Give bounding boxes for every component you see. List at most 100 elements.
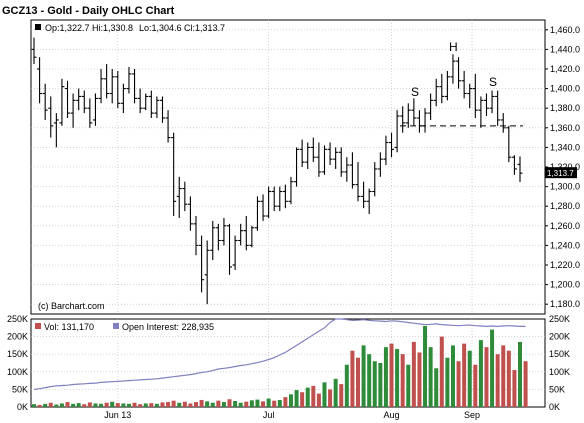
ohlc-bar bbox=[81, 90, 87, 114]
volume-bar bbox=[233, 401, 238, 407]
ohlc-bar bbox=[444, 70, 450, 101]
ohlc-bar bbox=[405, 103, 411, 128]
volume-bar bbox=[400, 354, 405, 407]
ohlc-bar bbox=[344, 157, 350, 182]
volume-tick-label: 150K bbox=[549, 349, 570, 359]
volume-bar bbox=[428, 347, 433, 407]
ohlc-bar bbox=[489, 90, 495, 114]
volume-tick-label: 50K bbox=[12, 384, 28, 394]
price-tick-label: 1,200.0 bbox=[550, 280, 580, 290]
ohlc-bar bbox=[171, 132, 177, 216]
price-tick-label: 1,340.0 bbox=[550, 142, 580, 152]
ohlc-bar bbox=[104, 64, 110, 99]
price-tick-label: 1,240.0 bbox=[550, 240, 580, 250]
copyright-label: (c) Barchart.com bbox=[38, 301, 105, 311]
volume-bar bbox=[356, 357, 360, 407]
volume-bar bbox=[177, 402, 182, 407]
price-tick-label: 1,360.0 bbox=[550, 123, 580, 133]
volume-bar bbox=[87, 402, 92, 407]
volume-bar bbox=[132, 402, 137, 407]
ohlc-bar bbox=[472, 73, 478, 118]
volume-bar bbox=[266, 398, 271, 407]
volume-bar bbox=[450, 345, 455, 407]
volume-bar bbox=[210, 402, 215, 407]
ohlc-bar bbox=[389, 132, 395, 158]
volume-bar bbox=[154, 403, 159, 407]
volume-tick-label: 200K bbox=[549, 332, 570, 342]
last-price-label: 1,313.7 bbox=[547, 169, 574, 178]
volume-bar bbox=[93, 403, 98, 407]
ohlc-bar bbox=[310, 137, 316, 163]
volume-bar bbox=[110, 401, 115, 407]
price-tick-label: 1,260.0 bbox=[550, 221, 580, 231]
ohlc-bar bbox=[366, 188, 372, 215]
price-tick-label: 1,460.0 bbox=[550, 25, 580, 35]
legend-open-interest: Open Interest: 228,935 bbox=[122, 322, 214, 332]
volume-bar bbox=[383, 347, 388, 407]
open-interest-line bbox=[33, 318, 526, 390]
volume-tick-label: 100K bbox=[549, 367, 570, 377]
ohlc-bar bbox=[132, 69, 138, 104]
ohlc-bar bbox=[193, 216, 199, 256]
volume-bar bbox=[221, 402, 226, 407]
volume-bar bbox=[283, 397, 288, 407]
volume-bar bbox=[322, 382, 327, 407]
volume-bar bbox=[473, 364, 478, 407]
volume-tick-label: 250K bbox=[549, 314, 570, 324]
ohlc-bar bbox=[282, 184, 288, 209]
price-tick-label: 1,440.0 bbox=[550, 44, 580, 54]
legend-oi-swatch bbox=[113, 323, 119, 329]
ohlc-bar bbox=[232, 235, 238, 270]
volume-bar bbox=[372, 361, 377, 407]
ohlc-bar bbox=[349, 152, 355, 189]
volume-bar bbox=[244, 401, 249, 407]
volume-bar bbox=[54, 404, 59, 407]
ohlc-bar bbox=[439, 73, 445, 104]
volume-bar bbox=[462, 343, 467, 407]
volume-bar bbox=[59, 403, 64, 407]
price-grid bbox=[31, 20, 545, 314]
volume-bar bbox=[350, 350, 355, 407]
volume-bar bbox=[501, 345, 506, 407]
ohlc-bar bbox=[400, 106, 406, 133]
volume-bar bbox=[205, 401, 210, 407]
ohlc-bar bbox=[456, 57, 462, 89]
volume-bar bbox=[406, 364, 411, 407]
volume-bar bbox=[445, 357, 450, 407]
volume-bar bbox=[182, 401, 187, 407]
stat-open: Op:1,322.7 bbox=[45, 23, 90, 33]
ohlc-bar bbox=[53, 113, 59, 148]
volume-bar bbox=[149, 403, 154, 407]
ohlc-bar bbox=[98, 69, 104, 104]
ohlc-bar bbox=[87, 98, 93, 128]
volume-bar bbox=[227, 399, 232, 407]
ohlc-bar bbox=[511, 155, 517, 175]
ohlc-bar bbox=[137, 88, 143, 114]
ohlc-bar bbox=[182, 181, 188, 212]
volume-bar bbox=[288, 394, 293, 407]
ohlc-bar bbox=[254, 196, 260, 231]
price-tick-label: 1,300.0 bbox=[550, 182, 580, 192]
legend-vol-swatch bbox=[35, 323, 41, 329]
stat-low: Lo:1,304.6 bbox=[139, 23, 182, 33]
ohlc-bar bbox=[394, 110, 400, 153]
volume-tick-label: 0K bbox=[549, 402, 560, 412]
volume-bar bbox=[249, 400, 254, 407]
ohlc-bar bbox=[215, 223, 221, 251]
ohlc-bar bbox=[70, 93, 76, 128]
ohlc-bar bbox=[210, 220, 216, 261]
volume-bar bbox=[333, 378, 338, 407]
ohlc-bar bbox=[288, 176, 294, 205]
ohlc-bar bbox=[148, 90, 154, 118]
ohlc-bar bbox=[433, 78, 439, 107]
volume-tick-label: 250K bbox=[7, 314, 28, 324]
volume-bar bbox=[216, 400, 221, 407]
volume-tick-label: 150K bbox=[7, 349, 28, 359]
ohlc-bar bbox=[316, 142, 322, 177]
volume-bar bbox=[339, 384, 344, 407]
price-panel bbox=[30, 19, 546, 315]
annotation-left-shoulder: S bbox=[411, 85, 419, 99]
volume-tick-label: 200K bbox=[7, 332, 28, 342]
volume-bar bbox=[121, 403, 126, 407]
